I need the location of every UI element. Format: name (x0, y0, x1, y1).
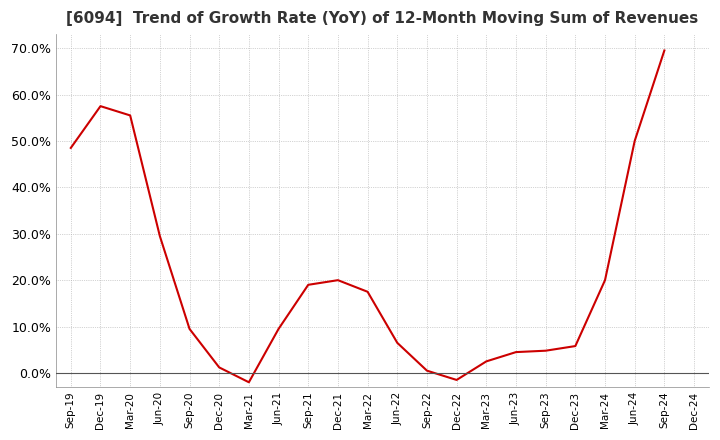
Title: [6094]  Trend of Growth Rate (YoY) of 12-Month Moving Sum of Revenues: [6094] Trend of Growth Rate (YoY) of 12-… (66, 11, 698, 26)
